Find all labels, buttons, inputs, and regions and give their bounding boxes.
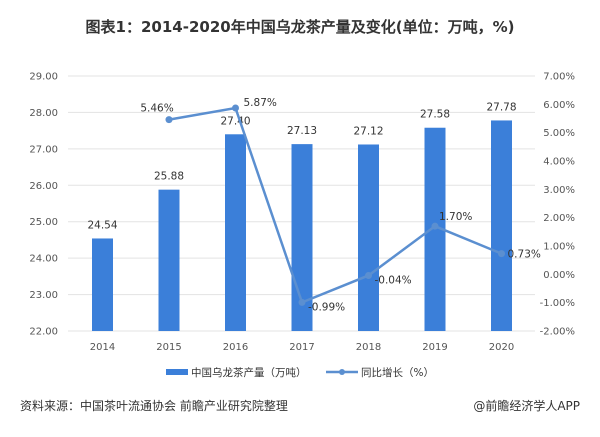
y-tick-left: 22.00 xyxy=(29,327,58,338)
growth-point xyxy=(165,116,173,124)
bar xyxy=(225,134,246,331)
y-tick-right: -2.00% xyxy=(540,327,575,338)
legend-bar-label: 中国乌龙茶产量（万吨） xyxy=(191,366,307,379)
legend-line-marker xyxy=(339,369,345,375)
x-tick: 2019 xyxy=(422,342,447,353)
bar-data-label: 25.88 xyxy=(154,171,184,183)
y-tick-left: 27.00 xyxy=(29,144,58,155)
x-tick: 2014 xyxy=(90,342,115,353)
y-tick-left: 23.00 xyxy=(29,290,58,301)
growth-point xyxy=(232,104,239,112)
bar-data-label: 27.58 xyxy=(420,109,450,121)
growth-point xyxy=(365,271,372,279)
x-tick: 2016 xyxy=(223,342,248,353)
growth-data-label: 5.87% xyxy=(244,97,277,109)
bar-data-label: 27.12 xyxy=(353,125,383,137)
x-tick: 2015 xyxy=(156,342,181,353)
bar xyxy=(92,238,113,331)
bar-data-label: 27.13 xyxy=(287,125,317,137)
y-tick-left: 25.00 xyxy=(29,217,58,228)
growth-data-label: 0.73% xyxy=(508,249,541,261)
credit-note: @前瞻经济学人APP xyxy=(473,399,580,413)
growth-data-label: 5.46% xyxy=(140,103,173,115)
bar-data-label: 27.78 xyxy=(486,101,516,113)
bar xyxy=(358,144,379,331)
growth-data-label: 1.70% xyxy=(439,211,472,223)
y-tick-right: 2.00% xyxy=(543,213,575,224)
y-tick-right: 5.00% xyxy=(543,128,575,139)
source-note: 资料来源：中国茶叶流通协会 前瞻产业研究院整理 xyxy=(20,399,288,413)
chart-title: 图表1：2014-2020年中国乌龙茶产量及变化(单位：万吨，%) xyxy=(85,18,515,36)
y-tick-right: 6.00% xyxy=(543,100,575,111)
x-tick: 2017 xyxy=(289,342,314,353)
y-tick-right: 1.00% xyxy=(543,242,575,253)
y-tick-right: -1.00% xyxy=(540,298,575,309)
y-tick-right: 3.00% xyxy=(543,185,575,196)
legend-line-label: 同比增长（%） xyxy=(361,366,434,379)
bar xyxy=(491,120,512,331)
growth-point xyxy=(431,222,439,230)
bar xyxy=(158,189,180,331)
growth-data-label: -0.04% xyxy=(375,274,412,286)
growth-point xyxy=(498,250,505,258)
bar-data-label: 27.40 xyxy=(220,115,250,127)
growth-line xyxy=(168,106,502,305)
x-tick: 2020 xyxy=(489,342,514,353)
growth-data-label: -0.99% xyxy=(308,301,345,313)
y-tick-left: 24.00 xyxy=(29,254,58,265)
y-tick-right: 4.00% xyxy=(543,157,575,168)
y-tick-left: 28.00 xyxy=(29,108,58,119)
legend-bar-swatch xyxy=(166,369,188,375)
y-tick-right: 0.00% xyxy=(543,270,575,281)
bar-data-label: 24.54 xyxy=(87,219,117,231)
y-tick-right: 7.00% xyxy=(543,72,575,83)
growth-point xyxy=(298,298,306,306)
x-tick: 2018 xyxy=(356,342,381,353)
y-tick-left: 29.00 xyxy=(29,72,58,83)
y-tick-left: 26.00 xyxy=(29,181,58,192)
